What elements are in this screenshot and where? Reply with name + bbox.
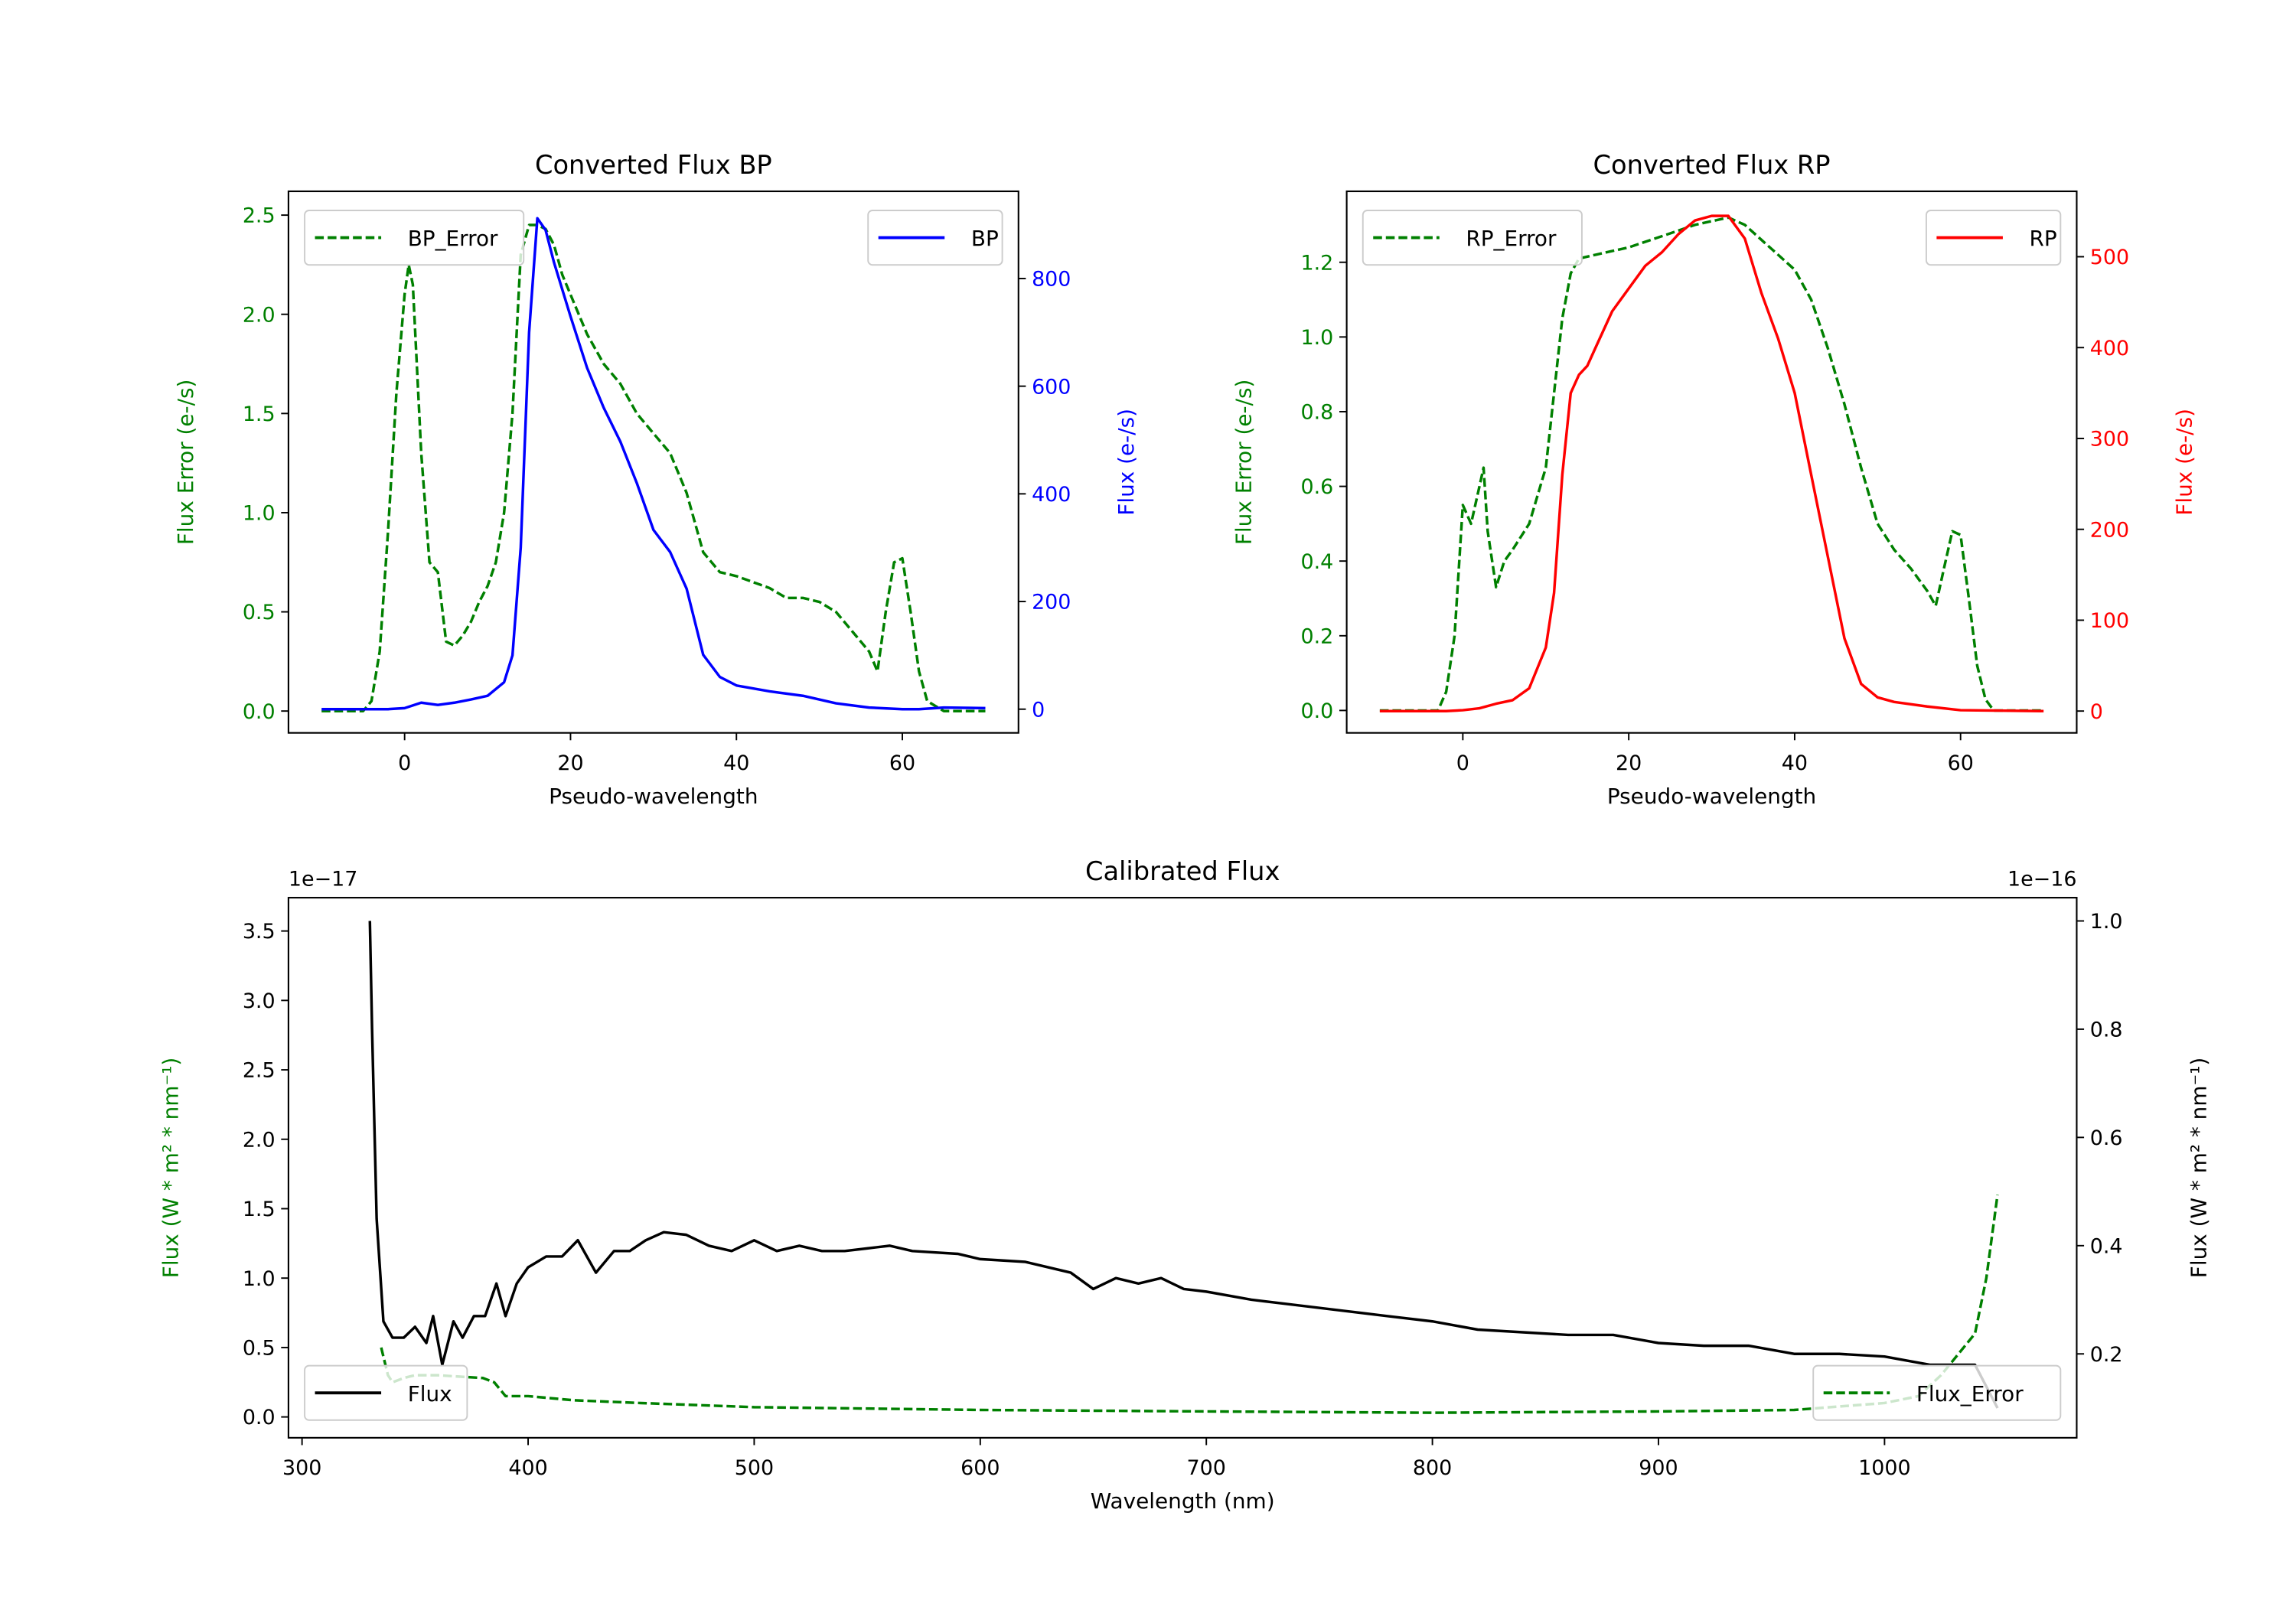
legend-flux: Flux [304,1364,468,1421]
legend-box [1362,210,1583,266]
y-left-tick-label: 1.5 [243,403,276,426]
legend-box [304,210,525,266]
x-axis-label: Pseudo-wavelength [549,784,758,809]
y-right-tick-label: 0 [1032,698,1045,722]
y-right-tick-label: 0.6 [2090,1126,2123,1150]
y-right-tick-label: 400 [2090,337,2129,360]
y-left-tick-label: 0.5 [243,601,276,624]
y-right-tick-label: 500 [2090,246,2129,269]
x-axis-label: Wavelength (nm) [1091,1488,1275,1514]
y-left-axis-label: Flux (W * m² * nm⁻¹) [158,1058,184,1278]
y-right-tick-label: 300 [2090,428,2129,451]
series-line-bp [321,217,986,711]
y-right-axis-label: Flux (e-/s) [1114,409,1139,516]
y-right-tick-label: 600 [1032,375,1071,399]
y-right-tick-label: 0.4 [2090,1234,2123,1258]
x-tick-label: 20 [1616,751,1642,775]
x-tick-label: 20 [557,751,583,775]
plot-area [321,217,986,712]
series-line-flux [368,921,1999,1409]
legend-label: BP [971,226,999,251]
chart-title: Calibrated Flux [1085,856,1280,886]
y-left-tick-label: 0.0 [243,700,276,724]
chart-title: Converted Flux BP [535,150,772,180]
series-line-rp-error [1379,216,2044,712]
y-right-axis-label: Flux (W * m² * nm⁻¹) [2187,1058,2212,1278]
legend-label: Flux_Error [1916,1381,2024,1407]
x-tick-label: 900 [1639,1456,1678,1480]
axes-frame [1345,190,2078,734]
legend-box [304,1364,468,1421]
y-right-tick-label: 0.2 [2090,1343,2123,1367]
y-left-tick-label: 0.6 [1301,475,1334,499]
y-left-offset-label: 1e−17 [289,868,357,892]
y-left-tick-label: 2.0 [243,303,276,327]
y-right-tick-label: 400 [1032,483,1071,507]
x-tick-label: 0 [398,751,411,775]
panel-converted-flux-rp: 0 20 40 60 0.0 0.2 0.4 0.6 0.8 1.0 1.2 0 100 200 300 40… [1231,150,2197,809]
x-axis-label: Pseudo-wavelength [1607,784,1816,809]
y-left-tick-label: 3.5 [243,920,276,944]
y-left-tick-label: 0.0 [1301,699,1334,723]
y-right-offset-label: 1e−16 [2007,868,2076,892]
x-tick-label: 700 [1187,1456,1226,1480]
y-left-tick-label: 0.4 [1301,550,1334,574]
axes-frame [287,897,2078,1439]
y-left-tick-label: 2.5 [243,1059,276,1083]
x-tick-label: 800 [1413,1456,1452,1480]
x-tick-label: 600 [960,1456,1000,1480]
y-left-tick-label: 0.2 [1301,624,1334,648]
y-left-tick-label: 1.0 [243,1267,276,1291]
y-right-tick-label: 0.8 [2090,1019,2123,1042]
legend-box [1812,1364,2062,1421]
y-left-tick-label: 2.0 [243,1128,276,1152]
panel-converted-flux-bp: 0 20 40 60 0.0 0.5 1.0 1.5 2.0 2.5 0 200 400 600 800 Co… [173,150,1139,809]
legend-label: RP_Error [1466,226,1557,251]
plot-area [1379,214,2044,712]
y-left-tick-label: 0.5 [243,1337,276,1361]
y-right-axis-label: Flux (e-/s) [2171,409,2197,516]
axes-frame [287,190,1019,734]
y-left-tick-label: 1.0 [243,502,276,526]
x-tick-label: 60 [889,751,915,775]
legend-bp-error: BP_Error [304,210,525,266]
y-right-tick-label: 800 [1032,268,1071,292]
y-left-tick-label: 2.5 [243,204,276,228]
y-left-tick-label: 0.0 [243,1406,276,1429]
x-tick-label: 60 [1948,751,1974,775]
x-tick-label: 300 [282,1456,321,1480]
series-line-bp-error [321,223,986,712]
chart-title: Converted Flux RP [1593,150,1831,180]
x-tick-label: 40 [1782,751,1808,775]
legend-bp: BP [867,210,1003,266]
legend-flux-error: Flux_Error [1812,1364,2062,1421]
y-right-tick-label: 1.0 [2090,910,2123,934]
x-tick-label: 1000 [1858,1456,1910,1480]
panel-calibrated-flux: 300 400 500 600 700 800 900 1000 0.0 0.5 1.0 1.5 2.0… [158,856,2212,1514]
x-tick-label: 0 [1456,751,1469,775]
y-right-tick-label: 200 [2090,518,2129,542]
legend-rp: RP [1925,210,2062,266]
x-tick-label: 500 [735,1456,774,1480]
y-right-tick-label: 200 [1032,591,1071,614]
series-line-rp [1379,214,2044,712]
y-left-tick-label: 1.2 [1301,251,1334,275]
y-left-axis-label: Flux Error (e-/s) [1231,380,1257,545]
y-left-tick-label: 0.8 [1301,401,1334,425]
x-tick-label: 400 [508,1456,547,1480]
y-right-tick-label: 0 [2090,700,2103,724]
y-left-tick-label: 3.0 [243,989,276,1013]
y-left-axis-label: Flux Error (e-/s) [173,380,198,545]
legend-label: RP [2030,226,2057,251]
y-right-tick-label: 100 [2090,609,2129,633]
y-left-tick-label: 1.5 [243,1198,276,1221]
y-left-tick-label: 1.0 [1301,326,1334,350]
x-tick-label: 40 [723,751,749,775]
legend-label: Flux [408,1381,452,1407]
legend-label: BP_Error [408,226,498,251]
legend-rp-error: RP_Error [1362,210,1583,266]
